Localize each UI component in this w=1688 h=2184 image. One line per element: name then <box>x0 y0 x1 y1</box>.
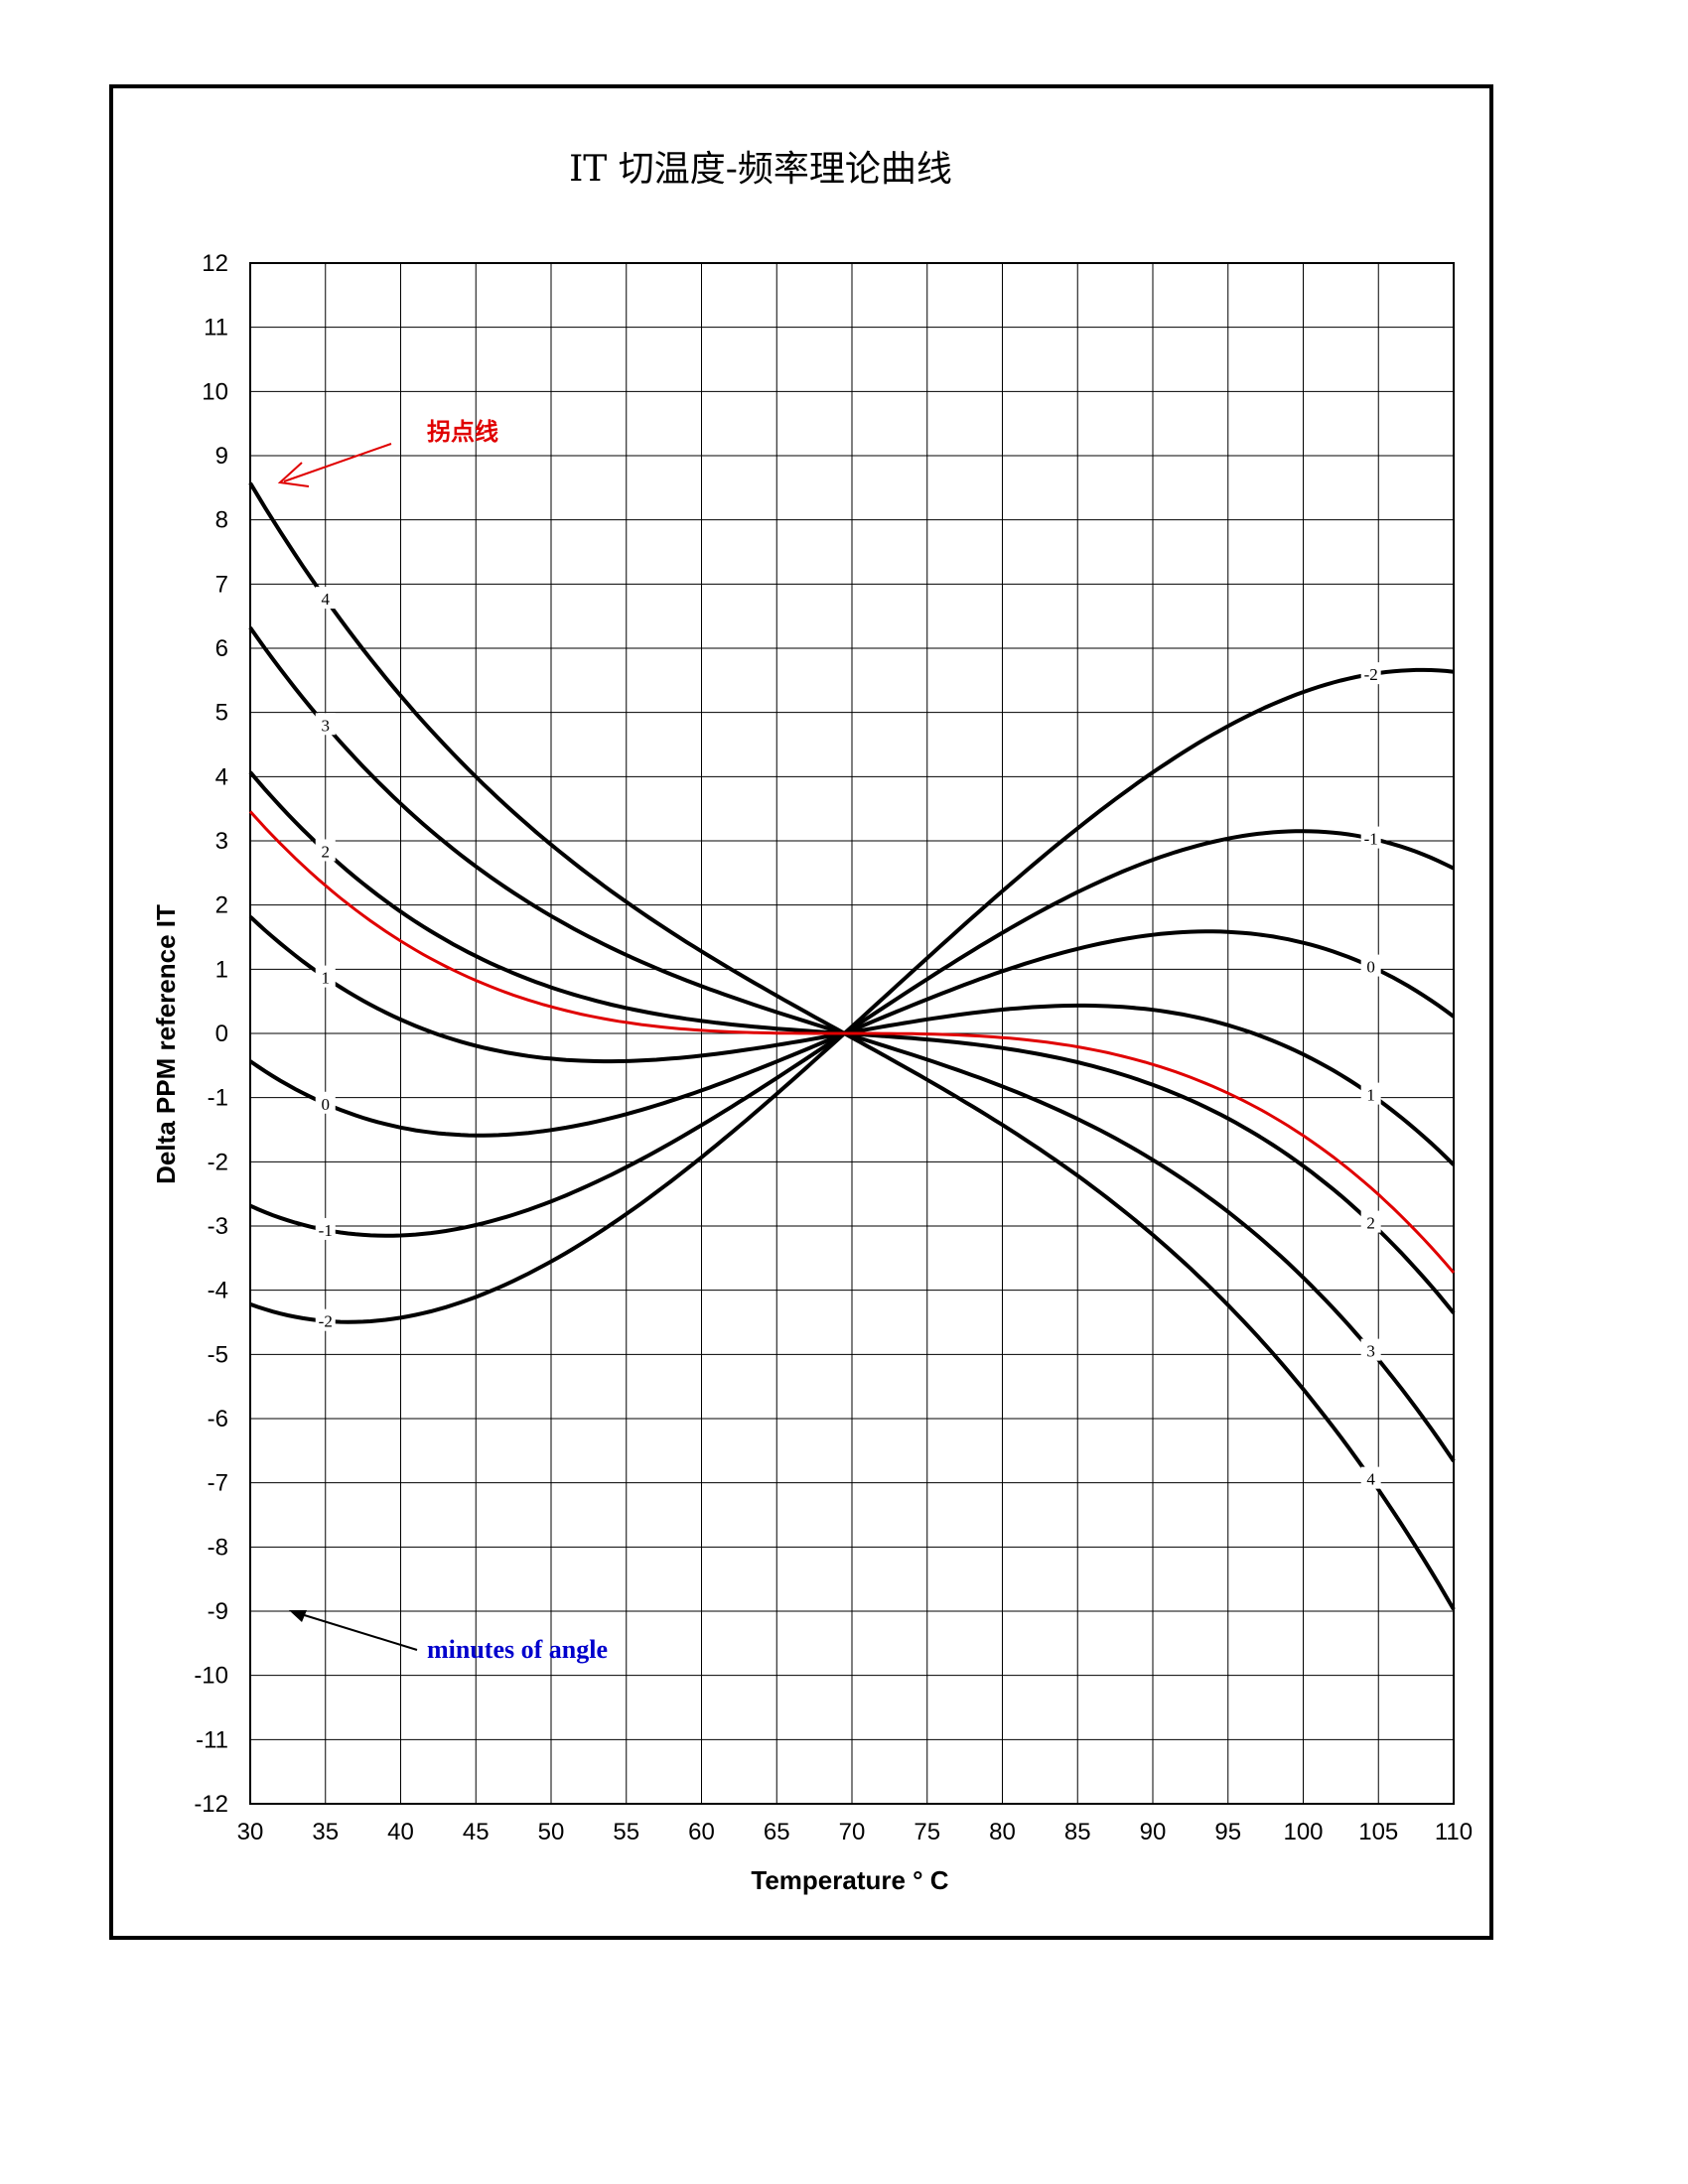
curve-label-4: 4 <box>315 587 336 610</box>
y-tick-label: 12 <box>202 250 228 277</box>
y-tick-label: 11 <box>204 315 228 341</box>
y-tick-label: -4 <box>208 1278 228 1304</box>
x-tick-label: 110 <box>1435 1819 1473 1845</box>
curve-label-3: 3 <box>1360 1338 1381 1361</box>
y-tick-label: 3 <box>215 828 228 855</box>
curve-4 <box>248 481 1456 1611</box>
inflection-curve <box>248 810 1456 1274</box>
svg-text:0: 0 <box>322 1095 331 1114</box>
svg-text:4: 4 <box>1366 1470 1375 1489</box>
curve-label-0: 0 <box>1360 954 1381 977</box>
y-tick-label: 5 <box>215 700 228 727</box>
y-tick-label: 1 <box>215 956 228 983</box>
svg-text:-2: -2 <box>319 1312 333 1331</box>
inflection-arrow-line <box>283 443 392 482</box>
minutes-arrow-line <box>297 1612 418 1651</box>
y-axis-title: Delta PPM reference IT <box>151 904 181 1184</box>
x-tick-label: 40 <box>387 1819 414 1845</box>
y-tick-label: -2 <box>208 1149 228 1175</box>
y-tick-label: 10 <box>202 378 228 405</box>
curve-label-0: 0 <box>315 1091 336 1114</box>
curve-label--2: -2 <box>315 1308 336 1331</box>
svg-text:2: 2 <box>1366 1214 1375 1233</box>
minutes-arrow-head <box>289 1610 307 1622</box>
x-tick-label: 45 <box>463 1819 490 1845</box>
inflection-arrow-head <box>277 462 310 487</box>
svg-text:-1: -1 <box>319 1221 333 1240</box>
y-tick-label: 7 <box>215 571 228 598</box>
x-tick-label: 90 <box>1140 1819 1167 1845</box>
y-tick-label: -12 <box>194 1791 228 1818</box>
svg-text:3: 3 <box>1366 1342 1375 1361</box>
y-tick-label: 4 <box>215 763 228 790</box>
x-tick-label: 75 <box>914 1819 940 1845</box>
curve-label--2: -2 <box>1360 662 1381 685</box>
curves <box>248 481 1456 1611</box>
y-tick-label: 2 <box>215 892 228 919</box>
y-tick-label: -9 <box>208 1598 228 1625</box>
x-tick-label: 95 <box>1214 1819 1241 1845</box>
y-tick-label: 6 <box>215 635 228 662</box>
svg-text:-2: -2 <box>1364 665 1378 684</box>
x-tick-label: 105 <box>1358 1819 1398 1845</box>
inflection-annotation: 拐点线 <box>427 418 498 446</box>
x-tick-label: 30 <box>237 1819 264 1845</box>
curve-label-2: 2 <box>315 839 336 862</box>
y-tick-label: -1 <box>208 1085 228 1112</box>
svg-text:4: 4 <box>322 590 331 609</box>
x-tick-label: 60 <box>688 1819 715 1845</box>
curve-label--1: -1 <box>315 1217 336 1240</box>
y-tick-label: -6 <box>208 1406 228 1433</box>
svg-text:1: 1 <box>322 969 331 988</box>
svg-text:1: 1 <box>1366 1086 1375 1105</box>
y-tick-label: -3 <box>208 1213 228 1240</box>
chart-title: IT 切温度-频率理论曲线 <box>569 149 952 190</box>
x-tick-label: 100 <box>1283 1819 1323 1845</box>
x-tick-label: 70 <box>839 1819 866 1845</box>
x-tick-label: 85 <box>1064 1819 1091 1845</box>
x-tick-label: 35 <box>312 1819 339 1845</box>
curve-label-3: 3 <box>315 713 336 736</box>
chart-frame <box>109 84 1493 1940</box>
curve-label-4: 4 <box>1360 1466 1381 1489</box>
minutes-annotation: minutes of angle <box>427 1635 608 1664</box>
y-tick-labels: 1211109876543210-1-2-3-4-5-6-7-8-9-10-11… <box>194 250 228 1818</box>
x-tick-label: 65 <box>764 1819 790 1845</box>
svg-text:2: 2 <box>322 842 331 861</box>
x-axis-title: Temperature ° C <box>751 1865 948 1895</box>
curve-label--1: -1 <box>1360 826 1381 849</box>
grid <box>249 262 1455 1805</box>
curve-label-1: 1 <box>315 965 336 988</box>
x-tick-label: 55 <box>613 1819 639 1845</box>
curve-labels: -2 -2 -1 -1 0 0 1 1 2 2 3 3 4 4 <box>315 587 1381 1489</box>
svg-text:-1: -1 <box>1364 830 1378 849</box>
y-tick-label: -5 <box>208 1341 228 1368</box>
y-tick-label: 8 <box>215 507 228 534</box>
y-tick-label: 9 <box>215 443 228 470</box>
x-tick-label: 50 <box>538 1819 565 1845</box>
y-tick-label: 0 <box>215 1021 228 1047</box>
svg-text:0: 0 <box>1366 958 1375 977</box>
svg-text:3: 3 <box>322 716 331 735</box>
y-tick-label: -7 <box>208 1470 228 1497</box>
curve-label-2: 2 <box>1360 1210 1381 1233</box>
y-tick-label: -10 <box>194 1663 228 1690</box>
x-tick-label: 80 <box>989 1819 1016 1845</box>
plot-area-border <box>249 262 1455 1805</box>
y-tick-label: -8 <box>208 1534 228 1561</box>
y-tick-label: -11 <box>196 1726 228 1753</box>
x-tick-labels: 30 35 40 45 50 55 60 65 70 75 80 85 90 95 100 105 110 <box>237 1819 1473 1845</box>
curve-label-1: 1 <box>1360 1082 1381 1105</box>
